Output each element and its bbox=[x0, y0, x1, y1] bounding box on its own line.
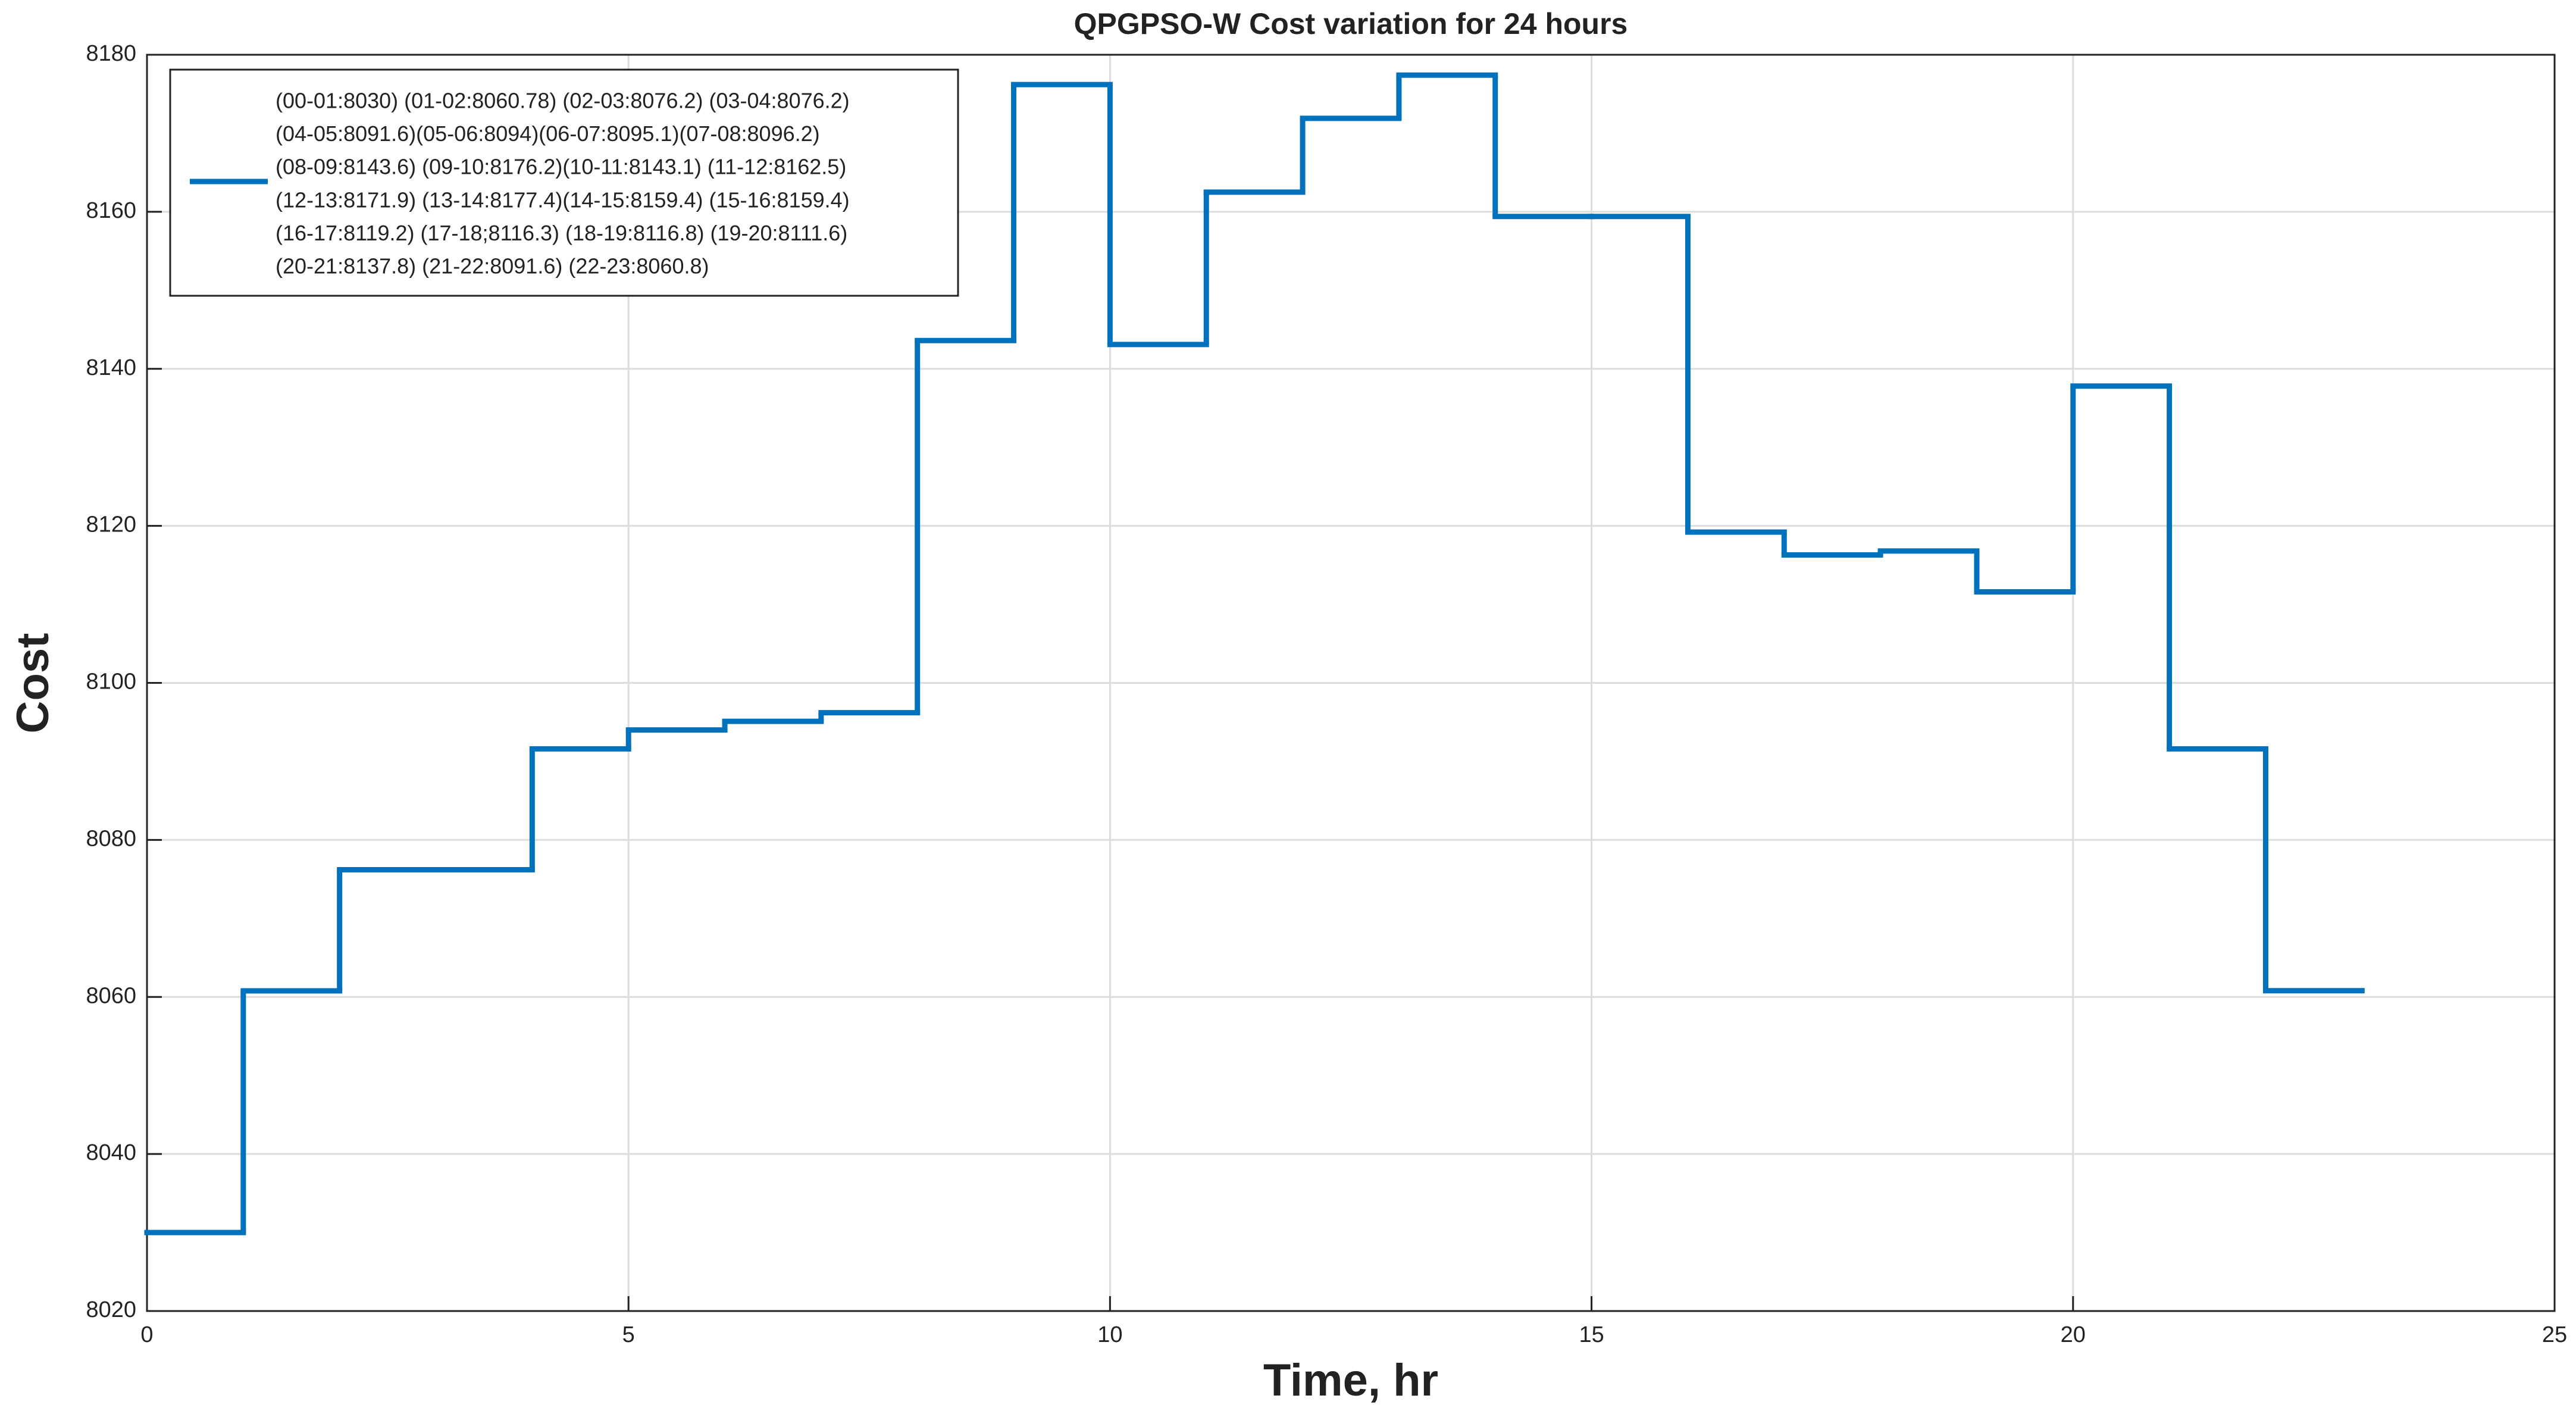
legend-label: (00-01:8030) (01-02:8060.78) (02-03:8076… bbox=[276, 89, 850, 113]
x-tick-label: 25 bbox=[2542, 1322, 2567, 1347]
legend-box bbox=[169, 68, 959, 297]
y-tick-label: 8140 bbox=[86, 355, 136, 380]
x-tick-label: 15 bbox=[1579, 1322, 1604, 1347]
y-tick-label: 8020 bbox=[86, 1297, 136, 1322]
legend-label: (12-13:8171.9) (13-14:8177.4)(14-15:8159… bbox=[276, 187, 850, 212]
x-tick-label: 10 bbox=[1097, 1322, 1122, 1347]
legend-label: (08-09:8143.6) (09-10:8176.2)(10-11:8143… bbox=[276, 155, 846, 179]
y-tick-label: 8100 bbox=[86, 669, 136, 694]
x-axis-label: Time, hr bbox=[1263, 1355, 1438, 1406]
y-tick-label: 8160 bbox=[86, 198, 136, 223]
y-tick-label: 8180 bbox=[86, 41, 136, 66]
y-tick-label: 8060 bbox=[86, 983, 136, 1008]
y-axis-label: Cost bbox=[8, 633, 58, 734]
legend-label: (16-17:8119.2) (17-18;8116.3) (18-19:811… bbox=[276, 221, 847, 245]
chart-title: QPGPSO-W Cost variation for 24 hours bbox=[1074, 7, 1628, 40]
x-tick-label: 5 bbox=[622, 1322, 635, 1347]
legend-label: (04-05:8091.6)(05-06:8094)(06-07:8095.1)… bbox=[276, 121, 820, 146]
x-tick-label: 20 bbox=[2061, 1322, 2086, 1347]
plot-frame bbox=[146, 54, 2556, 1312]
y-tick-label: 8080 bbox=[86, 826, 136, 851]
y-tick-label: 8120 bbox=[86, 512, 136, 537]
x-tick-label: 0 bbox=[140, 1322, 153, 1347]
y-tick-label: 8040 bbox=[86, 1140, 136, 1165]
legend-label: (20-21:8137.8) (21-22:8091.6) (22-23:806… bbox=[276, 254, 709, 279]
